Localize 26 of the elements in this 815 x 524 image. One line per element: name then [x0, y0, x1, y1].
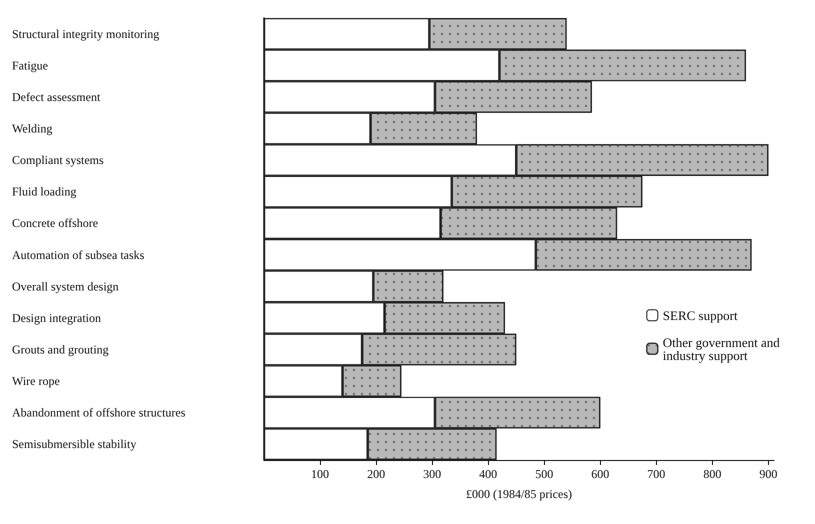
x-tick-label: 300: [423, 467, 442, 481]
x-tick-label: 600: [591, 467, 610, 481]
x-tick-label: 500: [535, 467, 554, 481]
x-tick-label: 800: [703, 467, 722, 481]
y-tick-label: Defect assessment: [12, 90, 101, 104]
y-tick-label: Grouts and grouting: [12, 342, 109, 356]
y-tick-label: Compliant systems: [12, 153, 104, 168]
y-tick-label: Semisubmersible stability: [12, 437, 136, 452]
legend-label: Other government and industry support: [662, 334, 784, 363]
x-tick-label: 400: [479, 467, 498, 481]
y-tick-label: Welding: [12, 122, 52, 136]
y-tick-label: Overall system design: [12, 279, 119, 294]
y-tick-label: Concrete offshore: [12, 216, 98, 230]
legend-label: SERC support: [662, 308, 738, 323]
y-tick-label: Automation of subsea tasks: [12, 248, 145, 262]
y-tick-label: Wire rope: [12, 374, 60, 388]
x-tick-label: 100: [311, 467, 330, 481]
x-tick-label: 200: [367, 467, 386, 481]
x-axis-title: £000 (1984/85 prices): [466, 487, 572, 501]
x-tick-label: 700: [647, 467, 666, 481]
y-tick-label: Fluid loading: [12, 184, 76, 199]
y-tick-label: Structural integrity monitoring: [12, 26, 160, 41]
y-tick-label: Fatigue: [12, 58, 48, 72]
y-tick-label: Abandonment of offshore structures: [12, 406, 186, 420]
y-tick-label: Design integration: [12, 310, 101, 325]
x-tick-label: 900: [759, 467, 778, 481]
